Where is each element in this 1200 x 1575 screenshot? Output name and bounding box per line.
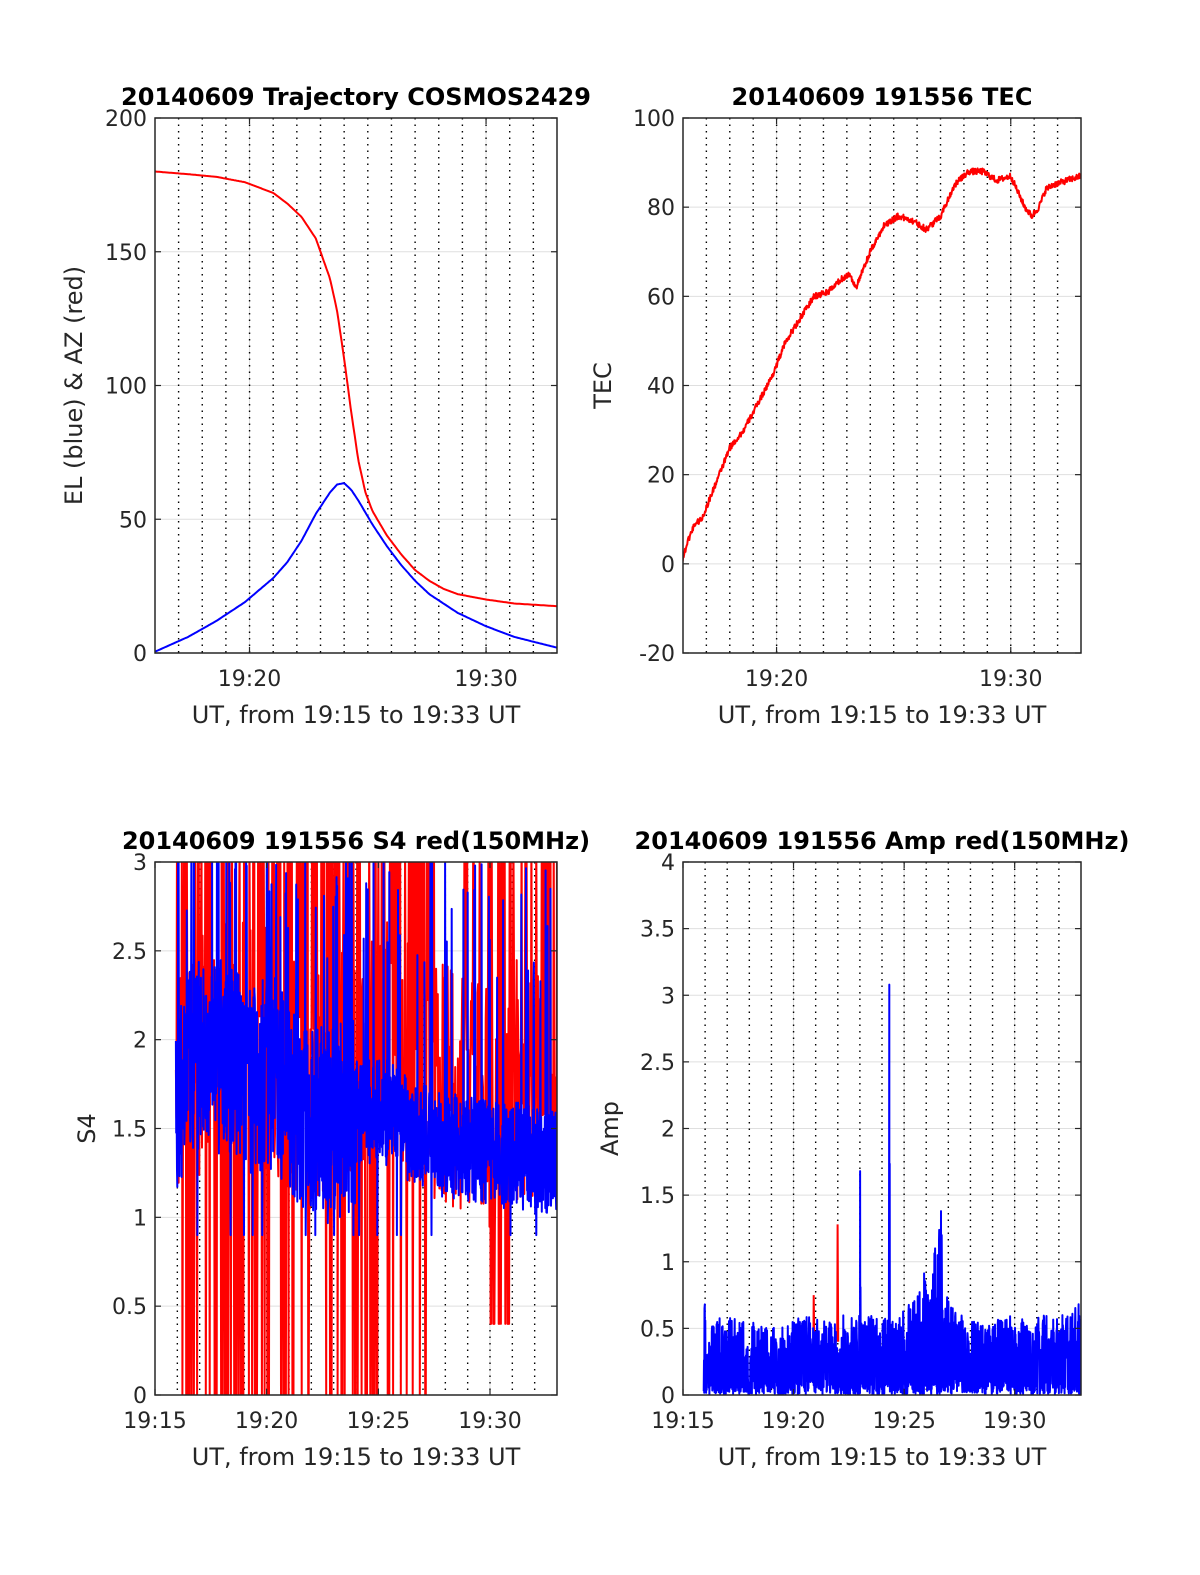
x-tick-label: 19:30 [454, 667, 517, 692]
series-group [702, 983, 1081, 1395]
y-tick-label: 4 [661, 851, 675, 876]
x-tick-label: 19:15 [651, 1409, 714, 1434]
y-tick-label: 0 [661, 1384, 675, 1409]
y-tick-label: 100 [633, 107, 675, 132]
y-tick-label: 3 [133, 851, 147, 876]
y-tick-label: 150 [105, 241, 147, 266]
series-line [174, 862, 557, 1237]
series-line [155, 170, 557, 608]
y-tick-label: 60 [647, 285, 675, 310]
y-tick-label: 20 [647, 464, 675, 489]
y-tick-label: 100 [105, 375, 147, 400]
y-tick-label: 0 [661, 553, 675, 578]
chart-title: 20140609 191556 TEC [732, 83, 1033, 111]
series-group [155, 170, 557, 653]
x-tick-label: 19:20 [235, 1409, 298, 1434]
x-tick-label: 19:15 [123, 1409, 186, 1434]
series-line [174, 862, 557, 1395]
series-group [174, 862, 557, 1395]
x-axis-label: UT, from 19:15 to 19:33 UT [718, 701, 1047, 729]
y-tick-label: 0 [133, 642, 147, 667]
chart-title: 20140609 191556 S4 red(150MHz) [122, 827, 590, 855]
y-tick-label: 2.5 [112, 940, 147, 965]
y-tick-label: 1.5 [640, 1184, 675, 1209]
y-axis-label: EL (blue) & AZ (red) [60, 266, 88, 505]
y-tick-label: 1 [133, 1206, 147, 1231]
y-tick-label: 3.5 [640, 918, 675, 943]
x-tick-label: 19:30 [979, 667, 1042, 692]
x-tick-label: 19:20 [218, 667, 281, 692]
x-axis-label: UT, from 19:15 to 19:33 UT [192, 1443, 521, 1471]
y-tick-label: -20 [639, 642, 675, 667]
y-tick-label: 0 [133, 1384, 147, 1409]
y-axis-label: Amp [596, 1101, 624, 1156]
series-line [812, 1295, 816, 1342]
series-line [155, 482, 557, 653]
x-tick-label: 19:25 [347, 1409, 410, 1434]
y-tick-label: 2.5 [640, 1051, 675, 1076]
x-tick-label: 19:20 [762, 1409, 825, 1434]
x-tick-label: 19:25 [872, 1409, 935, 1434]
y-axis-label: TEC [589, 362, 617, 410]
x-tick-label: 19:20 [745, 667, 808, 692]
chart-amp: 0 0.5 1 1.5 2 2.5 3 3.5 4 19:15 19:20 19:25 19:30 201… [596, 827, 1129, 1471]
chart-title: 20140609 191556 Amp red(150MHz) [635, 827, 1130, 855]
chart-trajectory: 0 50 100 150 200 19:20 19:30 20140609 Trajector… [60, 83, 591, 729]
chart-tec: -20 0 20 40 60 80 100 19:20 19:30 20140609 191556… [589, 83, 1082, 729]
y-tick-label: 40 [647, 375, 675, 400]
chart-title: 20140609 Trajectory COSMOS2429 [121, 83, 591, 111]
y-tick-label: 50 [119, 508, 147, 533]
y-tick-label: 0.5 [112, 1295, 147, 1320]
series-line [702, 983, 1081, 1395]
y-tick-label: 1.5 [112, 1118, 147, 1143]
x-axis-label: UT, from 19:15 to 19:33 UT [192, 701, 521, 729]
x-axis-label: UT, from 19:15 to 19:33 UT [718, 1443, 1047, 1471]
y-tick-label: 0.5 [640, 1317, 675, 1342]
y-tick-label: 200 [105, 107, 147, 132]
y-axis-label: S4 [73, 1113, 101, 1144]
y-tick-label: 1 [661, 1251, 675, 1276]
y-tick-label: 2 [133, 1029, 147, 1054]
series-line [683, 167, 1081, 565]
series-line [836, 1224, 840, 1342]
x-tick-label: 19:30 [983, 1409, 1046, 1434]
y-tick-label: 3 [661, 984, 675, 1009]
y-tick-label: 2 [661, 1118, 675, 1143]
x-tick-label: 19:30 [458, 1409, 521, 1434]
y-tick-label: 80 [647, 196, 675, 221]
series-group [683, 167, 1081, 565]
chart-s4: 0 0.5 1 1.5 2 2.5 3 19:15 19:20 19:25 19:30 2014060… [73, 827, 590, 1471]
